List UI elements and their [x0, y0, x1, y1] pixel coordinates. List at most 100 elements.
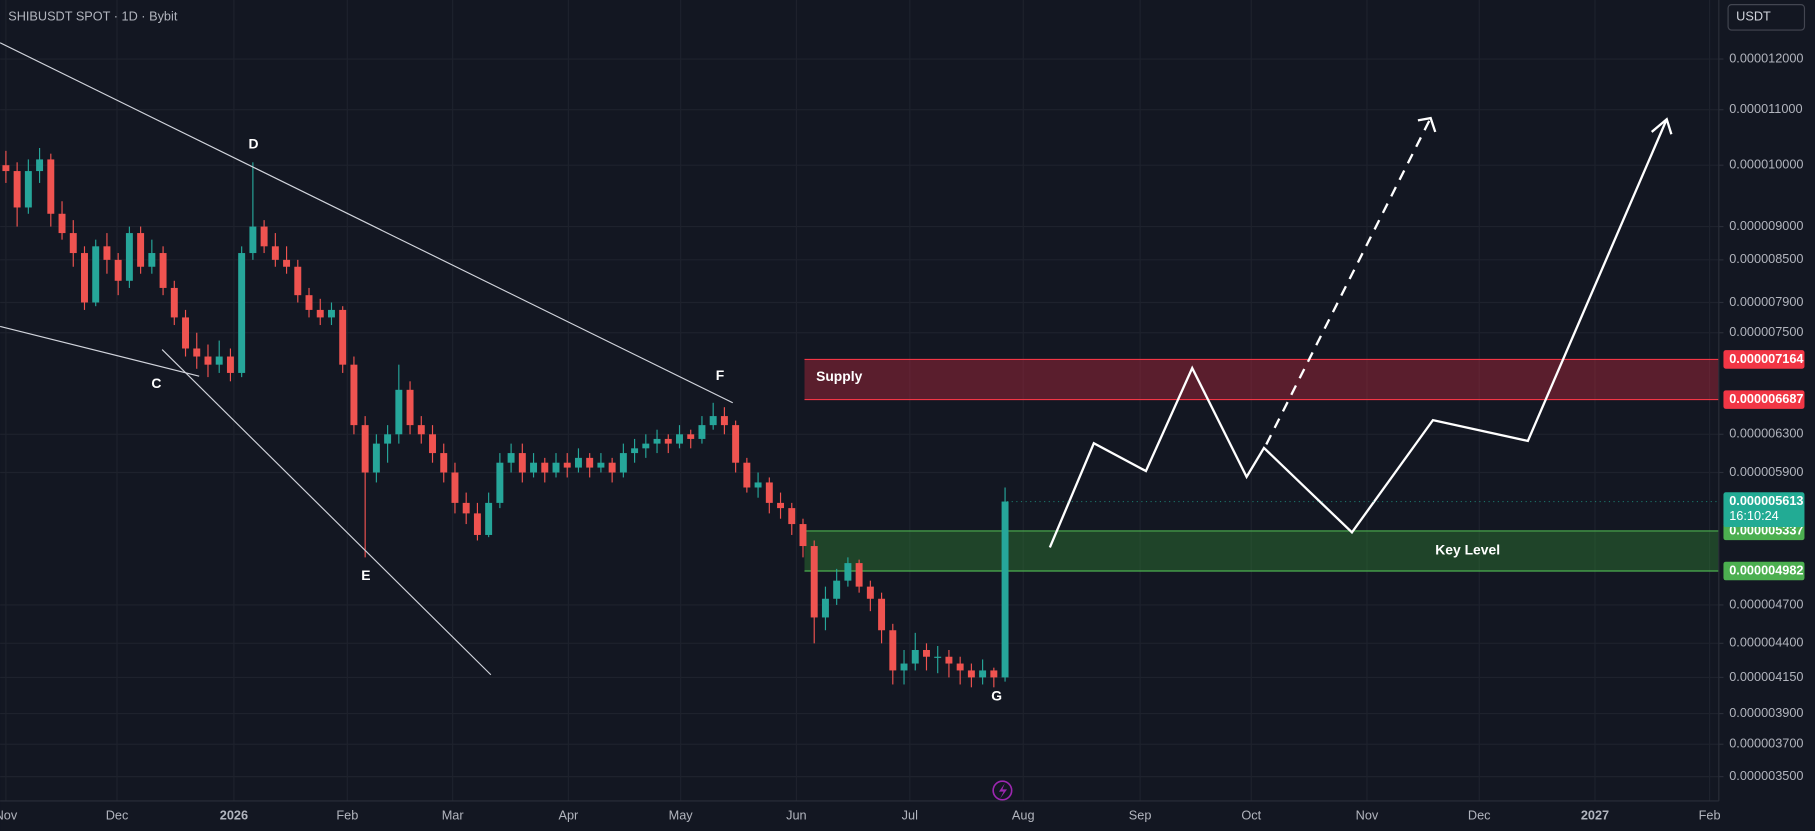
x-tick-label: Jun — [786, 807, 807, 822]
candle-body — [855, 563, 863, 587]
currency-label[interactable]: USDT — [1736, 9, 1771, 24]
candle-body — [821, 598, 829, 618]
candle-body — [518, 453, 526, 473]
price-badge — [1723, 561, 1805, 581]
candle-body — [2, 165, 10, 172]
candle-body — [496, 462, 504, 503]
candle-body — [878, 598, 886, 631]
candle-body — [889, 630, 897, 671]
candle-body — [384, 434, 392, 444]
candle-body — [507, 453, 515, 463]
zone-label: Supply — [816, 368, 863, 384]
candle-body — [687, 434, 695, 439]
candle-body — [238, 253, 246, 373]
y-tick-label: 0.000008500 — [1729, 251, 1803, 266]
candle-body — [900, 663, 908, 671]
candle-body — [698, 425, 706, 439]
x-tick-label: Nov — [1356, 807, 1379, 822]
candle-body — [451, 472, 459, 503]
candle-body — [732, 425, 740, 463]
x-tick-label: Nov — [0, 807, 18, 822]
candle-body — [114, 259, 122, 281]
drawings — [0, 42, 1673, 676]
candle-body — [541, 462, 549, 473]
candle-body — [305, 295, 313, 310]
x-tick-label: Aug — [1012, 807, 1035, 822]
candle-body — [372, 443, 380, 473]
trendline — [161, 349, 492, 676]
point-label: F — [716, 367, 724, 383]
y-tick-label: 0.000010000 — [1729, 157, 1803, 172]
candle-body — [642, 443, 650, 449]
candle-body — [215, 356, 223, 365]
candle-body — [137, 233, 145, 267]
arrow-head — [1650, 117, 1673, 135]
y-tick-label: 0.000007900 — [1729, 294, 1803, 309]
candle-body — [159, 253, 167, 288]
projection-path — [1048, 118, 1668, 548]
candle-body — [429, 434, 436, 454]
last-price-badge — [1723, 492, 1805, 528]
x-tick-label: Sep — [1129, 807, 1152, 822]
x-tick-label: Apr — [558, 807, 579, 822]
y-tick-label: 0.000003500 — [1729, 768, 1803, 783]
candle-body — [866, 586, 874, 599]
x-tick-label: Feb — [336, 807, 358, 822]
candle-body — [13, 171, 21, 208]
point-label: C — [151, 375, 161, 391]
price-badge-label: 0.000006687 — [1729, 391, 1803, 406]
candle-body — [653, 438, 661, 444]
candle-body — [934, 656, 942, 658]
y-tick-label: 0.000003900 — [1729, 705, 1803, 720]
x-tick-label: 2027 — [1581, 807, 1609, 822]
candle-body — [36, 159, 44, 172]
candle-body — [327, 309, 335, 318]
candle-body — [260, 226, 268, 247]
y-tick-label: 0.000004150 — [1729, 669, 1803, 684]
x-tick-label: Dec — [1468, 807, 1491, 822]
x-tick-label: Feb — [1699, 807, 1721, 822]
candle-body — [204, 356, 212, 365]
candle-body — [788, 508, 796, 525]
candle-body — [294, 266, 302, 296]
candle-body — [911, 649, 919, 664]
event-icon-bolt — [998, 783, 1008, 799]
point-label: D — [249, 135, 259, 151]
candle-body — [597, 462, 605, 468]
candle-body — [350, 364, 358, 426]
candles — [2, 147, 1009, 688]
candle-body — [47, 159, 55, 214]
point-labels: C D E F G — [151, 135, 1002, 703]
candle-body — [563, 462, 571, 468]
candle-body — [833, 580, 841, 599]
candle-body — [316, 309, 324, 318]
x-tick-label: Jul — [902, 807, 918, 822]
event-icon[interactable] — [992, 780, 1013, 801]
arrow-head — [1417, 116, 1437, 133]
candle-body — [608, 462, 616, 473]
candle-body — [990, 670, 998, 678]
candle-body — [473, 513, 481, 535]
zone — [804, 359, 1719, 400]
price-badge — [1723, 390, 1805, 409]
x-tick-label: 2026 — [220, 807, 248, 822]
y-tick-label: 0.000003700 — [1729, 736, 1803, 751]
candle-body — [103, 246, 111, 260]
candle-body — [226, 356, 234, 373]
y-tick-label: 0.000004400 — [1729, 635, 1803, 650]
candle-body — [777, 502, 785, 509]
candle-body — [271, 246, 279, 260]
candle-body — [844, 563, 852, 581]
candle-body — [148, 253, 156, 267]
candle-body — [339, 309, 347, 365]
candle-body — [552, 462, 560, 473]
currency-button[interactable] — [1727, 4, 1806, 31]
x-tick-label: Dec — [106, 807, 129, 822]
candle-body — [249, 226, 257, 254]
symbol-title: SHIBUSDT SPOT · 1D · Bybit — [8, 9, 178, 24]
point-label: E — [361, 567, 370, 583]
candle-body — [979, 670, 987, 678]
candle-body — [440, 453, 448, 473]
